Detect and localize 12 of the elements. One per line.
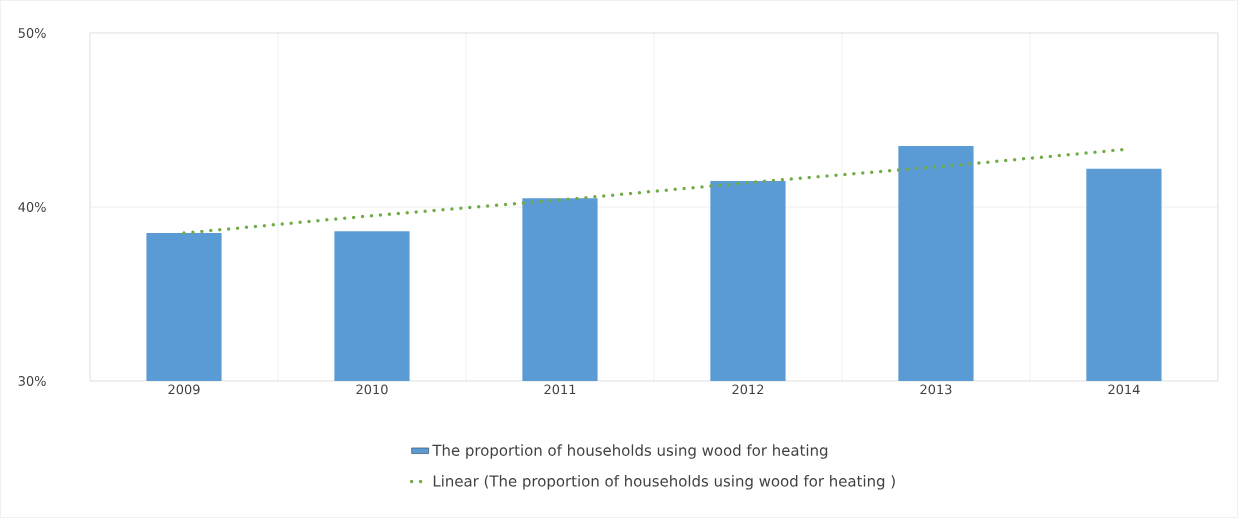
x-tick-label: 2010 xyxy=(356,384,388,395)
legend-label: Linear (The proportion of households using wood for heating ) xyxy=(433,475,895,490)
x-tick-label: 2014 xyxy=(1108,384,1140,395)
line-series xyxy=(182,147,1126,235)
y-tick-label: 30% xyxy=(18,376,46,386)
x-tick-label: 2009 xyxy=(168,384,200,395)
legend-label: The proportion of households using wood for heating xyxy=(432,444,828,459)
x-tick-label: 2012 xyxy=(732,384,764,395)
y-tick-label: 50% xyxy=(18,28,46,38)
x-tick-label: 2013 xyxy=(920,384,952,395)
x-tick-label: 2011 xyxy=(544,384,576,395)
y-tick-label: 40% xyxy=(18,202,46,212)
